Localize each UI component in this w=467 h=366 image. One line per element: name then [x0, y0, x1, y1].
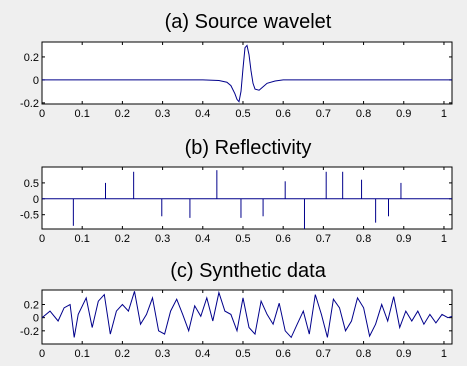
y-tick-label: -0.2	[20, 326, 39, 338]
series-line	[42, 44, 452, 103]
panel-title: (a) Source wavelet	[165, 11, 332, 33]
x-tick-label: 0.4	[195, 233, 210, 245]
x-tick-label: 1	[441, 348, 447, 360]
x-tick-label: 0.8	[356, 348, 371, 360]
x-tick-label: 0.1	[75, 108, 90, 120]
x-tick-label: 0	[39, 233, 45, 245]
y-tick-label: -0.5	[20, 210, 39, 222]
x-tick-label: 0.5	[235, 233, 250, 245]
panel-title: (c) Synthetic data	[170, 260, 327, 282]
x-tick-label: 0.7	[316, 108, 331, 120]
x-tick-label: 0.3	[155, 348, 170, 360]
x-tick-label: 0.4	[195, 108, 210, 120]
x-tick-label: 0.9	[396, 348, 411, 360]
x-tick-label: 0.4	[195, 348, 210, 360]
x-tick-label: 0.8	[356, 108, 371, 120]
x-tick-label: 0.1	[75, 233, 90, 245]
y-tick-label: 0	[33, 313, 39, 325]
x-tick-label: 0	[39, 108, 45, 120]
x-tick-label: 0.3	[155, 233, 170, 245]
x-tick-label: 0.2	[115, 233, 130, 245]
x-tick-label: 0.7	[316, 348, 331, 360]
y-tick-label: 0	[33, 194, 39, 206]
x-tick-label: 0.2	[115, 348, 130, 360]
y-tick-label: 0.5	[24, 178, 39, 190]
axes-box	[41, 166, 453, 230]
x-tick-label: 0.9	[396, 233, 411, 245]
x-tick-label: 0.6	[276, 233, 291, 245]
y-tick-label: 0.2	[24, 299, 39, 311]
x-tick-label: 0.7	[316, 233, 331, 245]
panel-reflectivity: (b) Reflectivity 0 0.1 0.2 0.3 0.4 0.5 0.6 0.7 0…	[20, 137, 453, 245]
x-tick-label: 0.9	[396, 108, 411, 120]
x-tick-label: 1	[441, 108, 447, 120]
x-tick-label: 1	[441, 233, 447, 245]
axes-box	[41, 41, 453, 105]
x-tick-label: 0	[39, 348, 45, 360]
x-tick-label: 0.2	[115, 108, 130, 120]
x-tick-label: 0.6	[276, 348, 291, 360]
x-tick-label: 0.3	[155, 108, 170, 120]
x-tick-label: 0.5	[235, 108, 250, 120]
x-tick-label: 0.5	[235, 348, 250, 360]
y-tick-label: -0.2	[20, 98, 39, 110]
y-tick-label: 0	[33, 75, 39, 87]
x-tick-label: 0.6	[276, 108, 291, 120]
panel-synthetic-data: (c) Synthetic data 0 0.1 0.2 0.3 0.4 0.5 0.6 0.…	[20, 260, 453, 360]
x-tick-label: 0.8	[356, 233, 371, 245]
panel-source-wavelet: (a) Source wavelet 0 0.1 0.2 0.3 0.4 0.5 0.6 0.…	[20, 11, 453, 120]
y-tick-label: 0.2	[24, 52, 39, 64]
x-tick-label: 0.1	[75, 348, 90, 360]
series-line	[41, 290, 453, 339]
panel-title: (b) Reflectivity	[185, 137, 312, 159]
